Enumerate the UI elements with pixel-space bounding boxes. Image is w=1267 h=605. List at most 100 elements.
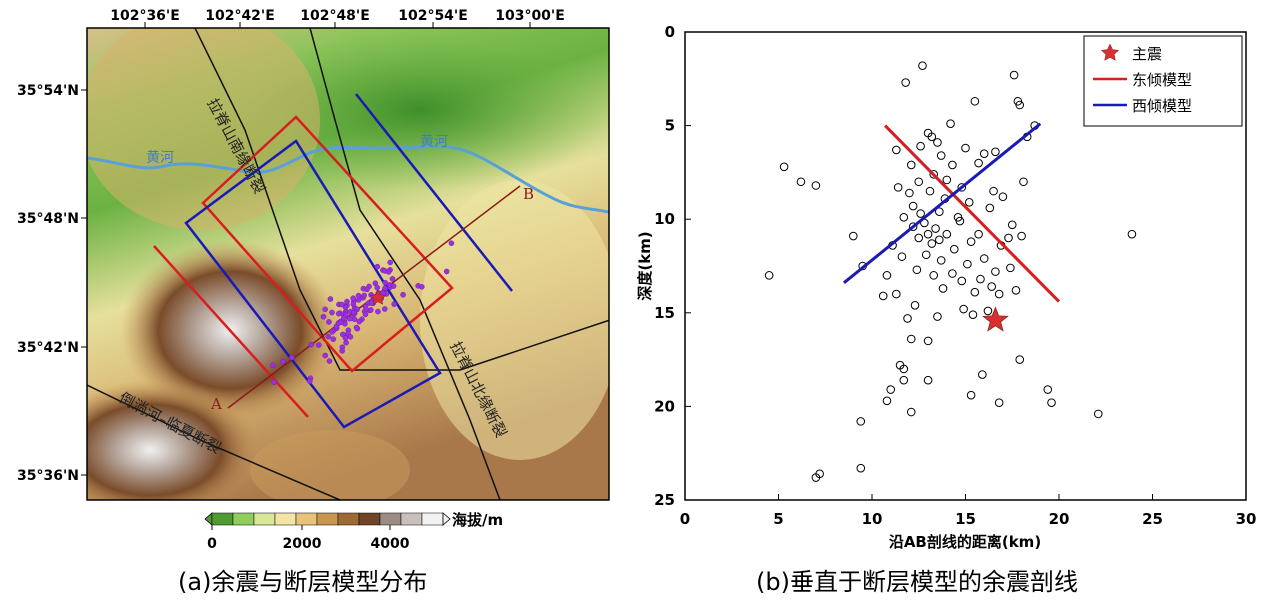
aftershock-point [1011, 286, 1021, 295]
aftershock-point [994, 289, 1004, 299]
aftershock-point [991, 147, 1000, 157]
x-axis: 0 5 10 15 20 25 30 [680, 494, 1256, 528]
map-aftershock [390, 283, 397, 289]
aftershock-point [1006, 263, 1015, 273]
map-aftershock [356, 318, 363, 325]
aftershock-point [856, 417, 866, 426]
map-aftershock [271, 379, 277, 386]
upland-south [250, 430, 410, 500]
colorbar-cell [274, 512, 297, 526]
profile-label-b: B [523, 185, 534, 203]
map-aftershock [347, 334, 354, 340]
map-x-ticks: 102°36'E 102°42'E 102°48'E 102°54'E 103°… [110, 8, 565, 28]
colorbar-cell [421, 512, 444, 526]
x-tick-label: 10 [862, 510, 883, 528]
map-aftershock [335, 310, 342, 317]
map-y-tick-label: 35°42'N [17, 340, 79, 356]
aftershock-point [935, 207, 944, 217]
map-aftershock [400, 291, 406, 298]
map-aftershock [355, 292, 362, 299]
colorbar-tick: 4000 [371, 536, 410, 552]
colorbar-low-arrow [204, 512, 213, 526]
map-aftershock [362, 303, 369, 310]
x-tick-label: 20 [1049, 510, 1070, 528]
aftershock-point [908, 201, 918, 211]
aftershock-point [933, 312, 942, 321]
west-dip-model-line [843, 122, 1042, 285]
map-aftershock [342, 335, 349, 341]
aftershock-point [893, 183, 903, 192]
map-aftershock [389, 276, 396, 282]
colorbar-cell [232, 512, 255, 526]
upland-northwest [87, 28, 320, 230]
fault-daotanghe-linxia [87, 384, 341, 500]
aftershock-point [979, 254, 989, 263]
map-aftershock [382, 285, 388, 292]
map-aftershock [443, 268, 450, 275]
map-y-tick-label: 35°48'N [17, 211, 79, 227]
river-label-west: 黄河 [146, 149, 174, 166]
map-aftershock [364, 286, 370, 293]
aftershock-point [987, 282, 996, 291]
aftershock-point [849, 231, 858, 241]
fault-lajishan-south [194, 28, 609, 371]
aftershock-point [916, 141, 925, 151]
yellow-river [87, 144, 609, 214]
x-tick-label: 15 [955, 510, 976, 528]
map-caption: (a)余震与断层模型分布 [178, 568, 428, 596]
aftershock-point [892, 145, 901, 155]
aftershock-point [936, 151, 946, 160]
aftershock-point [1093, 409, 1103, 419]
aftershock-point [964, 198, 974, 207]
aftershock-point [923, 229, 933, 239]
map-x-tick-label: 102°42'E [205, 8, 275, 24]
map-aftershock [322, 306, 328, 313]
map-aftershock [338, 319, 344, 326]
aftershock-point [903, 314, 912, 323]
aftershock-point [936, 256, 946, 265]
y-tick-label: 25 [654, 491, 675, 509]
map-aftershock [344, 298, 350, 305]
map-aftershock [375, 308, 381, 315]
aftershock-point [963, 259, 972, 269]
aftershock-point [925, 186, 935, 196]
aftershock-point [1043, 385, 1053, 394]
aftershock-point [811, 473, 821, 482]
map-aftershock [329, 329, 335, 335]
y-axis: 0 5 10 15 20 25 [654, 23, 691, 509]
aftershock-point [929, 169, 939, 179]
colorbar-tick: 2000 [283, 536, 322, 552]
map-panel: 拉脊山南缘断裂 拉脊山北缘断裂 倒淌河–临夏断裂 黄河 黄河 A B 102°3… [0, 0, 630, 601]
aftershock-point [811, 181, 821, 190]
map-aftershock [306, 378, 313, 385]
aftershock-point [796, 177, 806, 187]
aftershock-point [1019, 177, 1028, 187]
aftershock-point [918, 61, 927, 70]
colorbar-cell [295, 512, 318, 526]
aftershock-point [966, 237, 976, 246]
aftershock-point [1007, 220, 1017, 230]
aftershock-point [970, 96, 980, 106]
map-aftershock [320, 313, 327, 320]
y-tick-label: 10 [654, 210, 675, 228]
aftershock-point [882, 396, 892, 406]
aftershock-point [878, 291, 888, 301]
aftershock-point [1047, 398, 1056, 407]
fault-lajishan-north [309, 28, 501, 500]
x-tick-label: 0 [680, 510, 690, 528]
aftershock-point [985, 203, 995, 213]
aftershock-point [1017, 231, 1026, 241]
mountain-southwest [87, 380, 260, 500]
profile-label-a: A [210, 395, 222, 413]
aftershock-point [970, 287, 980, 297]
aftershock-point [882, 271, 892, 280]
map-aftershock [339, 348, 345, 354]
plateau-east [420, 180, 609, 460]
map-x-tick-label: 102°48'E [300, 8, 370, 24]
aftershock-point [901, 78, 910, 87]
aftershock-point [933, 138, 942, 147]
colorbar-cell [358, 512, 381, 526]
map-aftershock [326, 319, 332, 325]
legend-star-icon [1100, 43, 1120, 61]
map-aftershock [340, 315, 347, 322]
